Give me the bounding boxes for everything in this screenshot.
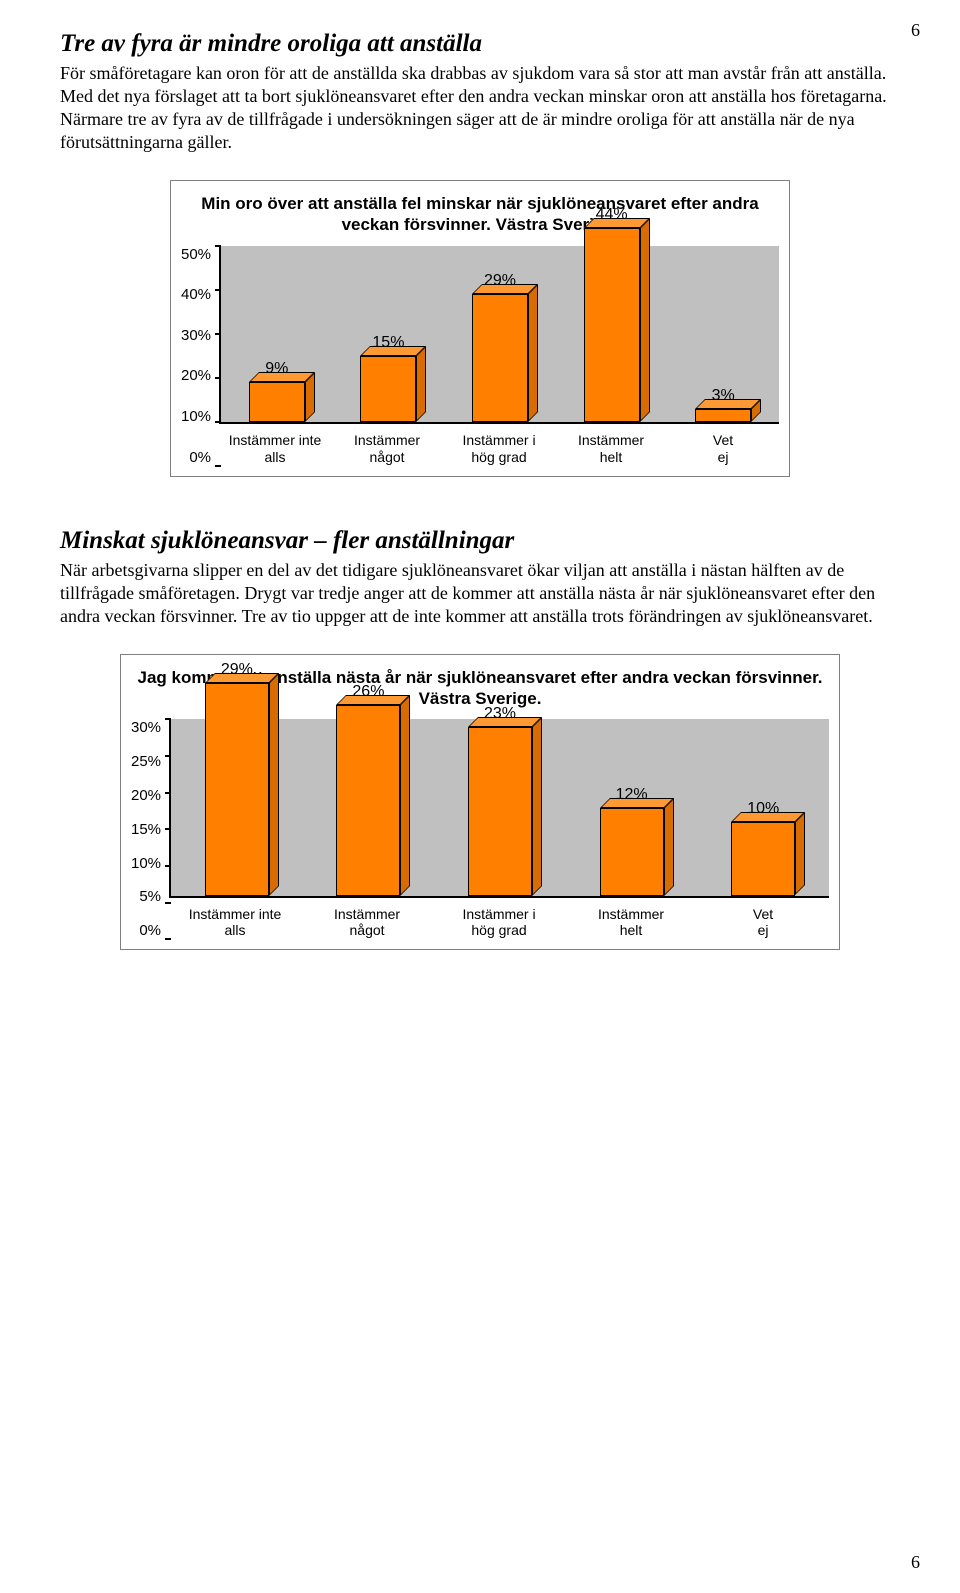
page-number-top: 6 [911,20,920,41]
bar [472,294,528,422]
y-tick-label: 50% [181,246,211,263]
bar-group: 26% [329,683,407,896]
bar-front-face [584,228,640,422]
bar [600,808,664,896]
chart-body: 30%25%20%15%10%5%0%29%26%23%12%10%Instäm… [121,719,839,949]
bar-group: 44% [577,206,647,422]
x-label: Instämmer intealls [219,432,331,466]
bar-group: 29% [198,661,276,896]
bar-row: 9% 15% 29% 44% 3% [221,202,779,422]
y-tick [165,902,171,904]
bar-group: 10% [724,800,802,895]
bar-side-face [416,346,426,422]
chart-body: 50%40%30%20%10%0%9%15%29%44%3%Instämmer … [171,246,789,476]
section1-heading: Tre av fyra är mindre oroliga att anstäl… [60,30,900,58]
bar-group: 23% [461,705,539,896]
bar-front-face [336,705,400,896]
bar-group: 29% [465,272,535,422]
bar [249,382,305,422]
bar [584,228,640,422]
bar-row: 29%26%23%12%10% [171,676,829,896]
y-tick-label: 10% [181,408,211,425]
bar-side-face [528,284,538,422]
y-tick-label: 10% [131,855,161,872]
bar-group: 15% [353,334,423,422]
plot-area: 29%26%23%12%10% [169,719,829,897]
y-tick-label: 5% [139,888,161,905]
x-axis-labels: Instämmer inteallsInstämmernågotInstämme… [169,898,829,940]
bar-front-face [600,808,664,896]
bar-side-face [400,695,410,896]
x-axis-labels: Instämmer inteallsInstämmernågotInstämme… [219,424,779,466]
bar-side-face [795,812,805,895]
bar-front-face [731,822,795,895]
y-axis: 30% 25% 20% 15% 10% 5% 0% [131,719,169,939]
bar-front-face [249,382,305,422]
chart-2: Jag kommer att anställa nästa år när sju… [120,654,840,951]
chart-1: Min oro över att anställa fel minskar nä… [170,180,790,477]
section2-heading: Minskat sjuklöneansvar – fler anställnin… [60,527,900,555]
y-axis: 50% 40% 30% 20% 10% 0% [181,246,219,466]
bar-top-face [336,695,410,705]
x-label: Vetej [697,906,829,940]
page-number-bottom: 6 [911,1552,920,1573]
y-tick-label: 40% [181,286,211,303]
bar [468,727,532,896]
bar [336,705,400,896]
y-tick-label: 15% [131,821,161,838]
y-tick-label: 0% [139,922,161,939]
bar-side-face [269,673,279,896]
bar-front-face [695,409,751,422]
bar-group: 12% [593,786,671,896]
y-tick-label: 30% [181,327,211,344]
bar-front-face [205,683,269,896]
section2-paragraph: När arbetsgivarna slipper en del av det … [60,559,900,628]
bar-front-face [360,356,416,422]
bar-side-face [664,798,674,896]
bar [205,683,269,896]
x-label: Instämmer ihög grad [443,432,555,466]
plot-wrap: 9%15%29%44%3%Instämmer inteallsInstämmer… [219,246,779,466]
y-tick-label: 20% [131,787,161,804]
plot-wrap: 29%26%23%12%10%Instämmer inteallsInstämm… [169,719,829,939]
bar-front-face [468,727,532,896]
bar-side-face [532,717,542,896]
bar-top-face [731,812,805,822]
bar-side-face [305,372,315,422]
bar-front-face [472,294,528,422]
x-label: Instämmer intealls [169,906,301,940]
y-tick [165,938,171,940]
bar-top-face [600,798,674,808]
x-label: Instämmer ihög grad [433,906,565,940]
y-tick-label: 0% [189,449,211,466]
y-tick [215,465,221,467]
x-label: Instämmernågot [301,906,433,940]
y-tick-label: 25% [131,753,161,770]
page: 6 Tre av fyra är mindre oroliga att anst… [0,0,960,1593]
bar-group: 3% [688,387,758,422]
x-label: Vetej [667,432,779,466]
bar [695,409,751,422]
x-label: Instämmerhelt [565,906,697,940]
bar-side-face [640,218,650,422]
bar-top-face [468,717,542,727]
bar-group: 9% [242,360,312,422]
bar [731,822,795,895]
bar-top-face [205,673,279,683]
y-tick-label: 20% [181,367,211,384]
x-label: Instämmerhelt [555,432,667,466]
y-tick-label: 30% [131,719,161,736]
x-label: Instämmernågot [331,432,443,466]
section1-paragraph: För småföretagare kan oron för att de an… [60,62,900,154]
plot-area: 9%15%29%44%3% [219,246,779,424]
bar [360,356,416,422]
